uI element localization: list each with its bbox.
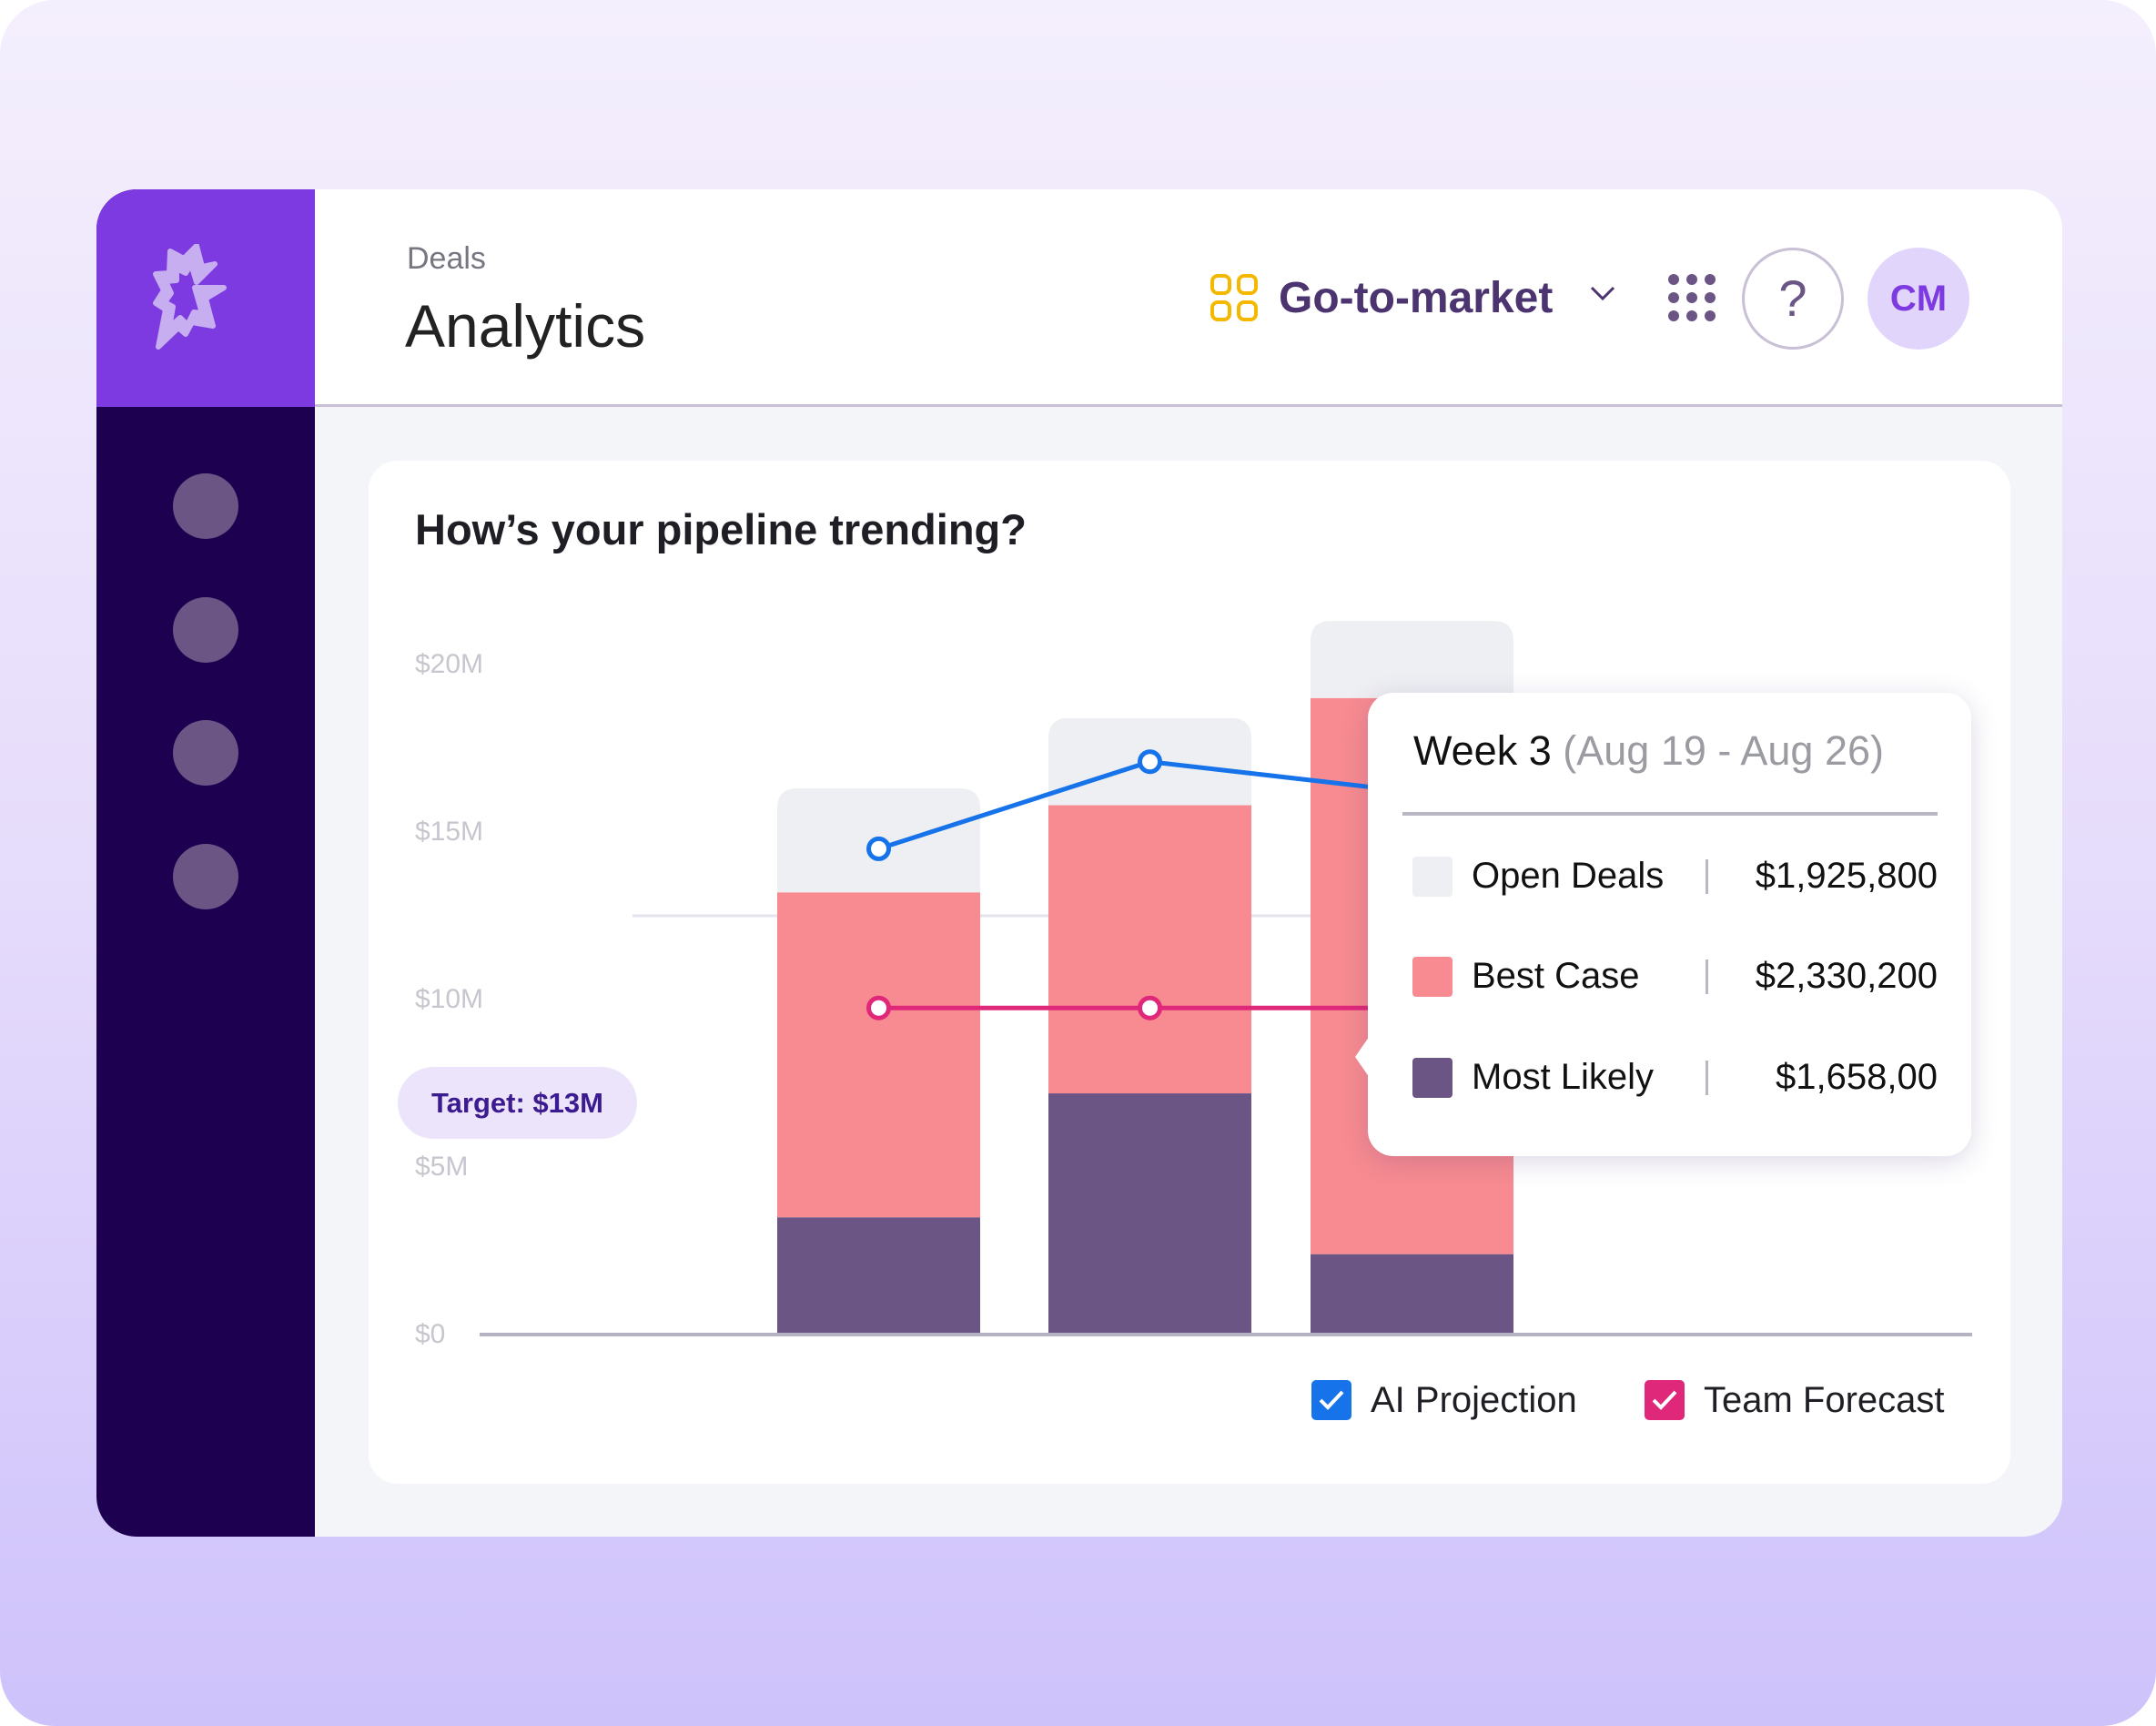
starburst-logo-icon bbox=[153, 244, 227, 350]
header: Deals Analytics Go-to-market ? CM bbox=[315, 189, 2062, 407]
bar-most-likely bbox=[1311, 1254, 1513, 1335]
apps-grid-icon[interactable] bbox=[1667, 273, 1716, 322]
breadcrumb[interactable]: Deals bbox=[407, 241, 486, 276]
y-tick-label: $5M bbox=[415, 1152, 469, 1182]
week-tooltip: Week 3 (Aug 19 - Aug 26) Open Deals $1,9… bbox=[1355, 693, 1971, 1156]
bar-most-likely bbox=[777, 1217, 980, 1335]
tooltip-value: $1,925,800 bbox=[1755, 856, 1938, 896]
bar-best-case bbox=[777, 892, 980, 1218]
legend-label: Team Forecast bbox=[1704, 1380, 1945, 1420]
team-forecast-point bbox=[1138, 995, 1162, 1020]
help-button[interactable]: ? bbox=[1742, 248, 1844, 350]
legend-label: AI Projection bbox=[1371, 1380, 1577, 1420]
target-label: Target: $13M bbox=[398, 1067, 637, 1139]
y-tick-label: $20M bbox=[415, 649, 484, 679]
tooltip-value: $2,330,200 bbox=[1755, 956, 1938, 996]
tooltip-divider bbox=[1402, 812, 1938, 816]
tooltip-label: Most Likely bbox=[1472, 1057, 1655, 1097]
check-icon bbox=[1319, 1390, 1344, 1410]
pipeline-chart-card: How’s your pipeline trending? $0 $5M $10M $… bbox=[369, 461, 2010, 1484]
sidebar bbox=[96, 189, 315, 1537]
y-tick-label: $0 bbox=[415, 1319, 446, 1349]
bar-most-likely bbox=[1048, 1093, 1251, 1335]
bar-best-case bbox=[1048, 805, 1251, 1094]
team-forecast-checkbox[interactable] bbox=[1645, 1380, 1685, 1420]
sidebar-item-3[interactable] bbox=[173, 720, 238, 786]
sidebar-item-4[interactable] bbox=[173, 844, 238, 909]
sidebar-item-2[interactable] bbox=[173, 597, 238, 663]
tooltip-row-open-deals: Open Deals $1,925,800 bbox=[1412, 854, 1938, 899]
tooltip-value: $1,658,00 bbox=[1776, 1057, 1938, 1097]
separator bbox=[1706, 1061, 1708, 1095]
ai-projection-point bbox=[1138, 749, 1162, 775]
check-icon bbox=[1652, 1390, 1677, 1410]
workspace-grid-icon bbox=[1210, 274, 1258, 321]
logo[interactable] bbox=[96, 189, 315, 407]
ai-projection-point bbox=[866, 836, 891, 861]
chart-title: How’s your pipeline trending? bbox=[415, 505, 1027, 553]
ai-projection-checkbox[interactable] bbox=[1311, 1380, 1351, 1420]
tooltip-row-most-likely: Most Likely $1,658,00 bbox=[1412, 1055, 1938, 1101]
tooltip-row-best-case: Best Case $2,330,200 bbox=[1412, 954, 1938, 1000]
open-deals-swatch bbox=[1412, 857, 1453, 897]
chevron-down-icon[interactable] bbox=[1589, 284, 1616, 302]
tooltip-week: Week 3 bbox=[1413, 727, 1552, 774]
pipeline-chart bbox=[480, 621, 1972, 1336]
tooltip-label: Open Deals bbox=[1472, 856, 1665, 896]
sidebar-item-1[interactable] bbox=[173, 473, 238, 539]
avatar[interactable]: CM bbox=[1868, 248, 1969, 350]
y-tick-label: $10M bbox=[415, 984, 484, 1014]
bar-open-deals bbox=[1311, 621, 1513, 698]
tooltip-header: Week 3 (Aug 19 - Aug 26) bbox=[1413, 727, 1884, 775]
separator bbox=[1706, 959, 1708, 994]
team-forecast-point bbox=[866, 995, 891, 1020]
best-case-swatch bbox=[1412, 957, 1453, 997]
separator bbox=[1706, 859, 1708, 894]
tooltip-label: Best Case bbox=[1472, 956, 1640, 996]
page-title: Analytics bbox=[405, 292, 646, 360]
workspace-selector[interactable]: Go-to-market bbox=[1279, 274, 1554, 322]
y-tick-label: $15M bbox=[415, 817, 484, 847]
most-likely-swatch bbox=[1412, 1058, 1453, 1098]
tooltip-range: (Aug 19 - Aug 26) bbox=[1563, 727, 1884, 774]
app-window: Deals Analytics Go-to-market ? CM How’s … bbox=[96, 189, 2062, 1537]
